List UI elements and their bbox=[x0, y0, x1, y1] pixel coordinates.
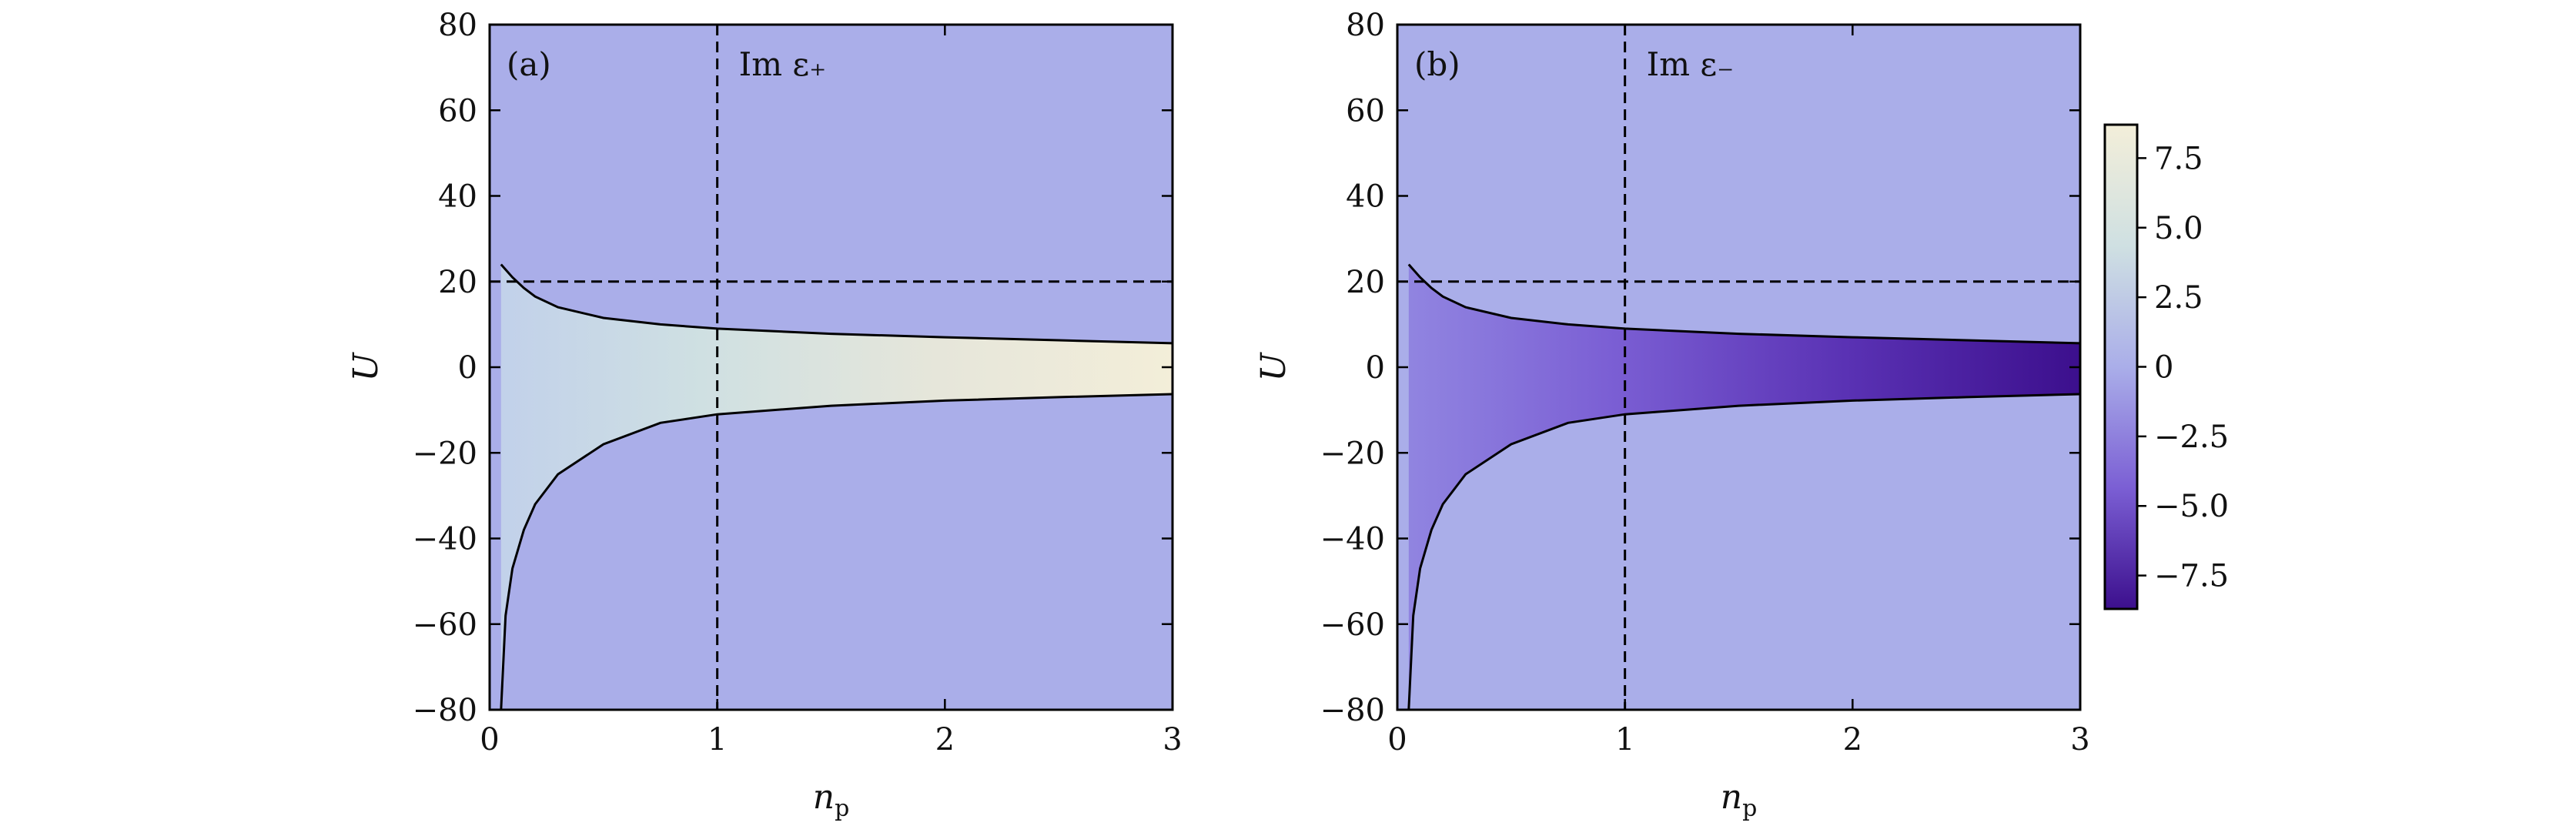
panel-label: (b) bbox=[1414, 45, 1460, 83]
x-tick-label: 3 bbox=[2070, 722, 2089, 757]
x-tick-label: 0 bbox=[480, 722, 499, 757]
y-tick-label: −80 bbox=[413, 693, 477, 728]
panel-a: 0 1 2 3 −80 −60 −40 −20 0 20 40 60 80 np U (a) Im ε₊ bbox=[346, 8, 1183, 822]
x-tick-label: 2 bbox=[935, 722, 955, 757]
y-tick-label: −60 bbox=[413, 607, 477, 643]
y-tick-label: 80 bbox=[438, 8, 477, 43]
x-tick-label: 3 bbox=[1163, 722, 1182, 757]
heatmap-region-group bbox=[500, 263, 1173, 710]
y-axis-label: U bbox=[346, 352, 386, 382]
y-tick-label: −40 bbox=[413, 522, 477, 557]
heatmap-region-group bbox=[1407, 263, 2080, 710]
x-tick-label: 1 bbox=[1615, 722, 1634, 757]
x-axis-label-subscript: p bbox=[1742, 795, 1757, 822]
y-tick-label: 40 bbox=[438, 179, 477, 215]
panel-annotation: Im ε₋ bbox=[1647, 45, 1735, 83]
colorbar-tick-label: 2.5 bbox=[2154, 280, 2203, 316]
heatmap-region bbox=[500, 264, 1173, 710]
colorbar-tick-label: 7.5 bbox=[2154, 141, 2203, 176]
x-axis-label: np bbox=[1721, 778, 1758, 822]
heatmap-region bbox=[1408, 264, 2080, 710]
y-tick-label: −20 bbox=[413, 436, 477, 471]
y-tick-label: 60 bbox=[438, 93, 477, 129]
colorbar-tick-label: 5.0 bbox=[2154, 211, 2203, 246]
panel-b: 0 1 2 3 −80 −60 −40 −20 0 20 40 60 80 np U (b) Im ε₋ bbox=[1254, 8, 2090, 822]
upper-boundary-curve bbox=[1407, 263, 2080, 345]
colorbar-tick-label: 0 bbox=[2154, 350, 2173, 386]
y-tick-label: 20 bbox=[438, 265, 477, 300]
x-axis-label: np bbox=[813, 778, 850, 822]
y-tick-label: −80 bbox=[1320, 693, 1385, 728]
x-tick-label: 0 bbox=[1387, 722, 1407, 757]
y-tick-label: −60 bbox=[1320, 607, 1385, 643]
x-tick-label: 2 bbox=[1843, 722, 1862, 757]
y-tick-label: 0 bbox=[1366, 350, 1385, 386]
panel-label: (a) bbox=[507, 45, 551, 83]
y-tick-label: −40 bbox=[1320, 522, 1385, 557]
x-tick-label: 1 bbox=[708, 722, 727, 757]
x-axis-label-subscript: p bbox=[835, 795, 849, 822]
y-tick-label: 0 bbox=[458, 350, 477, 386]
lower-boundary-curve bbox=[500, 393, 1173, 710]
y-tick-label: 80 bbox=[1346, 8, 1385, 43]
colorbar: 7.5 5.0 2.5 0 −2.5 −5.0 −7.5 bbox=[2103, 123, 2229, 610]
y-axis-label: U bbox=[1254, 352, 1293, 382]
colorbar-tick-label: −5.0 bbox=[2154, 489, 2229, 524]
y-tick-label: 20 bbox=[1346, 265, 1385, 300]
y-tick-label: 60 bbox=[1346, 93, 1385, 129]
colorbar-gradient bbox=[2103, 123, 2139, 610]
lower-boundary-curve bbox=[1407, 393, 2080, 710]
colorbar-tick-label: −7.5 bbox=[2154, 559, 2229, 594]
upper-boundary-curve bbox=[500, 263, 1173, 345]
y-tick-label: −20 bbox=[1320, 436, 1385, 471]
y-tick-label: 40 bbox=[1346, 179, 1385, 215]
panel-annotation: Im ε₊ bbox=[739, 45, 827, 83]
colorbar-tick-label: −2.5 bbox=[2154, 420, 2229, 455]
